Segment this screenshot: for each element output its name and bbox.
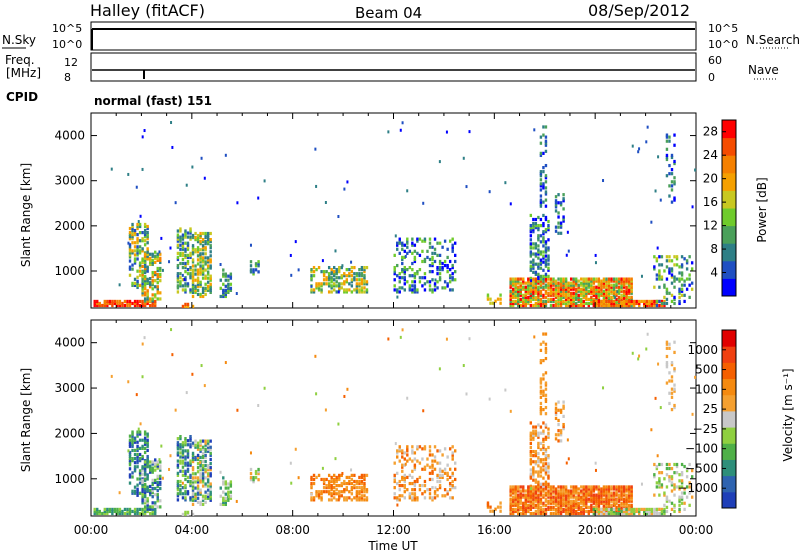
colorbar-swatch xyxy=(722,190,736,209)
x-tick-labels: 00:00 04:00 08:00 12:00 16:00 20:00 00:00 xyxy=(74,523,714,537)
colorbar-swatch xyxy=(722,155,736,174)
nsky-strip: N.Sky 10^5 10^0 10^5 10^0 N.Search xyxy=(2,21,800,51)
freq-label-1: Freq. xyxy=(5,53,35,67)
colorbar-tick-label: 24 xyxy=(703,148,718,162)
power-ylabel: Slant Range [km] xyxy=(19,163,33,267)
freq-label-2: [MHz] xyxy=(6,66,41,80)
colorbar-tick-label: −25 xyxy=(693,422,718,436)
colorbar-swatch xyxy=(722,120,736,139)
velocity-ylabel: Slant Range [km] xyxy=(19,368,33,472)
nsky-right-tick-bottom: 10^0 xyxy=(708,38,738,51)
power-axes: 1000 2000 3000 4000 xyxy=(54,113,697,308)
power-colorbar: 4 8 12 16 20 24 28 xyxy=(703,119,737,297)
freq-tick-top: 12 xyxy=(64,56,78,69)
colorbar-swatch xyxy=(722,208,736,227)
power-data-layer xyxy=(93,121,697,308)
colorbar-swatch xyxy=(722,362,736,380)
y-tick-label: 3000 xyxy=(54,381,85,395)
y-tick-label: 4000 xyxy=(54,336,85,350)
colorbar-swatch xyxy=(722,427,736,444)
colorbar-swatch xyxy=(722,475,736,493)
cpid-label: CPID xyxy=(6,90,38,104)
nsky-right-tick-top: 10^5 xyxy=(708,22,738,35)
colorbar-swatch xyxy=(722,410,736,428)
colorbar-tick-label: 25 xyxy=(703,402,718,416)
y-tick-label: 2000 xyxy=(54,219,85,233)
beam-title: Beam 04 xyxy=(355,4,422,22)
colorbar-tick-label: 8 xyxy=(710,242,718,256)
colorbar-swatch xyxy=(722,243,736,262)
colorbar-swatch xyxy=(722,225,736,244)
colorbar-swatch xyxy=(722,459,736,477)
colorbar-swatch xyxy=(722,172,736,191)
power-panel: 1000 2000 3000 4000 Slant Range [km] xyxy=(19,112,697,309)
x-tick-label: 00:00 xyxy=(74,523,109,537)
nsky-label: N.Sky xyxy=(2,33,36,47)
colorbar-tick-label: −1000 xyxy=(677,481,718,495)
colorbar-tick-label: 16 xyxy=(703,195,718,209)
nave-tick-bottom: 0 xyxy=(708,71,715,84)
colorbar-swatch xyxy=(722,394,736,412)
freq-tick-bottom: 8 xyxy=(64,71,71,84)
colorbar-swatch xyxy=(722,491,736,509)
colorbar-tick-label: 4 xyxy=(710,266,718,280)
nsky-left-tick-bottom: 10^0 xyxy=(52,38,82,51)
nsky-left-tick-top: 10^5 xyxy=(52,22,82,35)
colorbar-swatch xyxy=(722,330,736,347)
colorbar-swatch xyxy=(722,346,736,363)
y-tick-label: 2000 xyxy=(54,426,85,440)
velocity-colorbar-label: Velocity [m s⁻¹] xyxy=(781,368,795,461)
x-tick-label: 04:00 xyxy=(175,523,210,537)
colorbar-tick-label: 100 xyxy=(695,382,718,396)
nave-tick-top: 60 xyxy=(708,54,722,67)
nave-label: Nave xyxy=(748,63,779,77)
y-tick-label: 3000 xyxy=(54,174,85,188)
colorbar-tick-label: 12 xyxy=(703,219,718,233)
x-tick-label: 12:00 xyxy=(376,523,411,537)
colorbar-tick-label: 500 xyxy=(695,363,718,377)
velocity-panel: 1000 2000 3000 4000 Slant Range [km] xyxy=(19,319,697,517)
x-tick-label: 00:00 xyxy=(679,523,714,537)
x-tick-label: 08:00 xyxy=(275,523,310,537)
x-tick-label: 16:00 xyxy=(477,523,512,537)
station-title: Halley (fitACF) xyxy=(90,1,205,20)
date-title: 08/Sep/2012 xyxy=(588,1,690,20)
colorbar-swatch xyxy=(722,378,736,396)
velocity-data-layer xyxy=(93,328,697,516)
colorbar-swatch xyxy=(722,260,736,279)
colorbar-tick-label: 28 xyxy=(703,125,718,139)
x-tick-label: 20:00 xyxy=(578,523,613,537)
velocity-colorbar: 1000 500 100 25 −25 −100 −500 −1000 xyxy=(677,329,737,509)
y-tick-label: 1000 xyxy=(54,472,85,486)
colorbar-tick-label: −500 xyxy=(685,461,718,475)
x-axis-label: Time UT xyxy=(367,539,418,553)
colorbar-tick-label: 1000 xyxy=(687,343,718,357)
y-tick-label: 4000 xyxy=(54,129,85,143)
y-tick-label: 1000 xyxy=(54,264,85,278)
freq-strip: Freq. [MHz] 12 8 60 0 Nave xyxy=(5,52,779,84)
colorbar-swatch xyxy=(722,137,736,156)
power-colorbar-label: Power [dB] xyxy=(755,177,769,242)
colorbar-swatch xyxy=(722,443,736,460)
nsearch-label: N.Search xyxy=(746,33,800,47)
colorbar-tick-label: −100 xyxy=(685,442,718,456)
velocity-axes: 1000 2000 3000 4000 xyxy=(54,320,697,516)
colorbar-swatch xyxy=(722,278,736,297)
colorbar-tick-label: 20 xyxy=(703,172,718,186)
cpid-text: normal (fast) 151 xyxy=(94,94,212,108)
